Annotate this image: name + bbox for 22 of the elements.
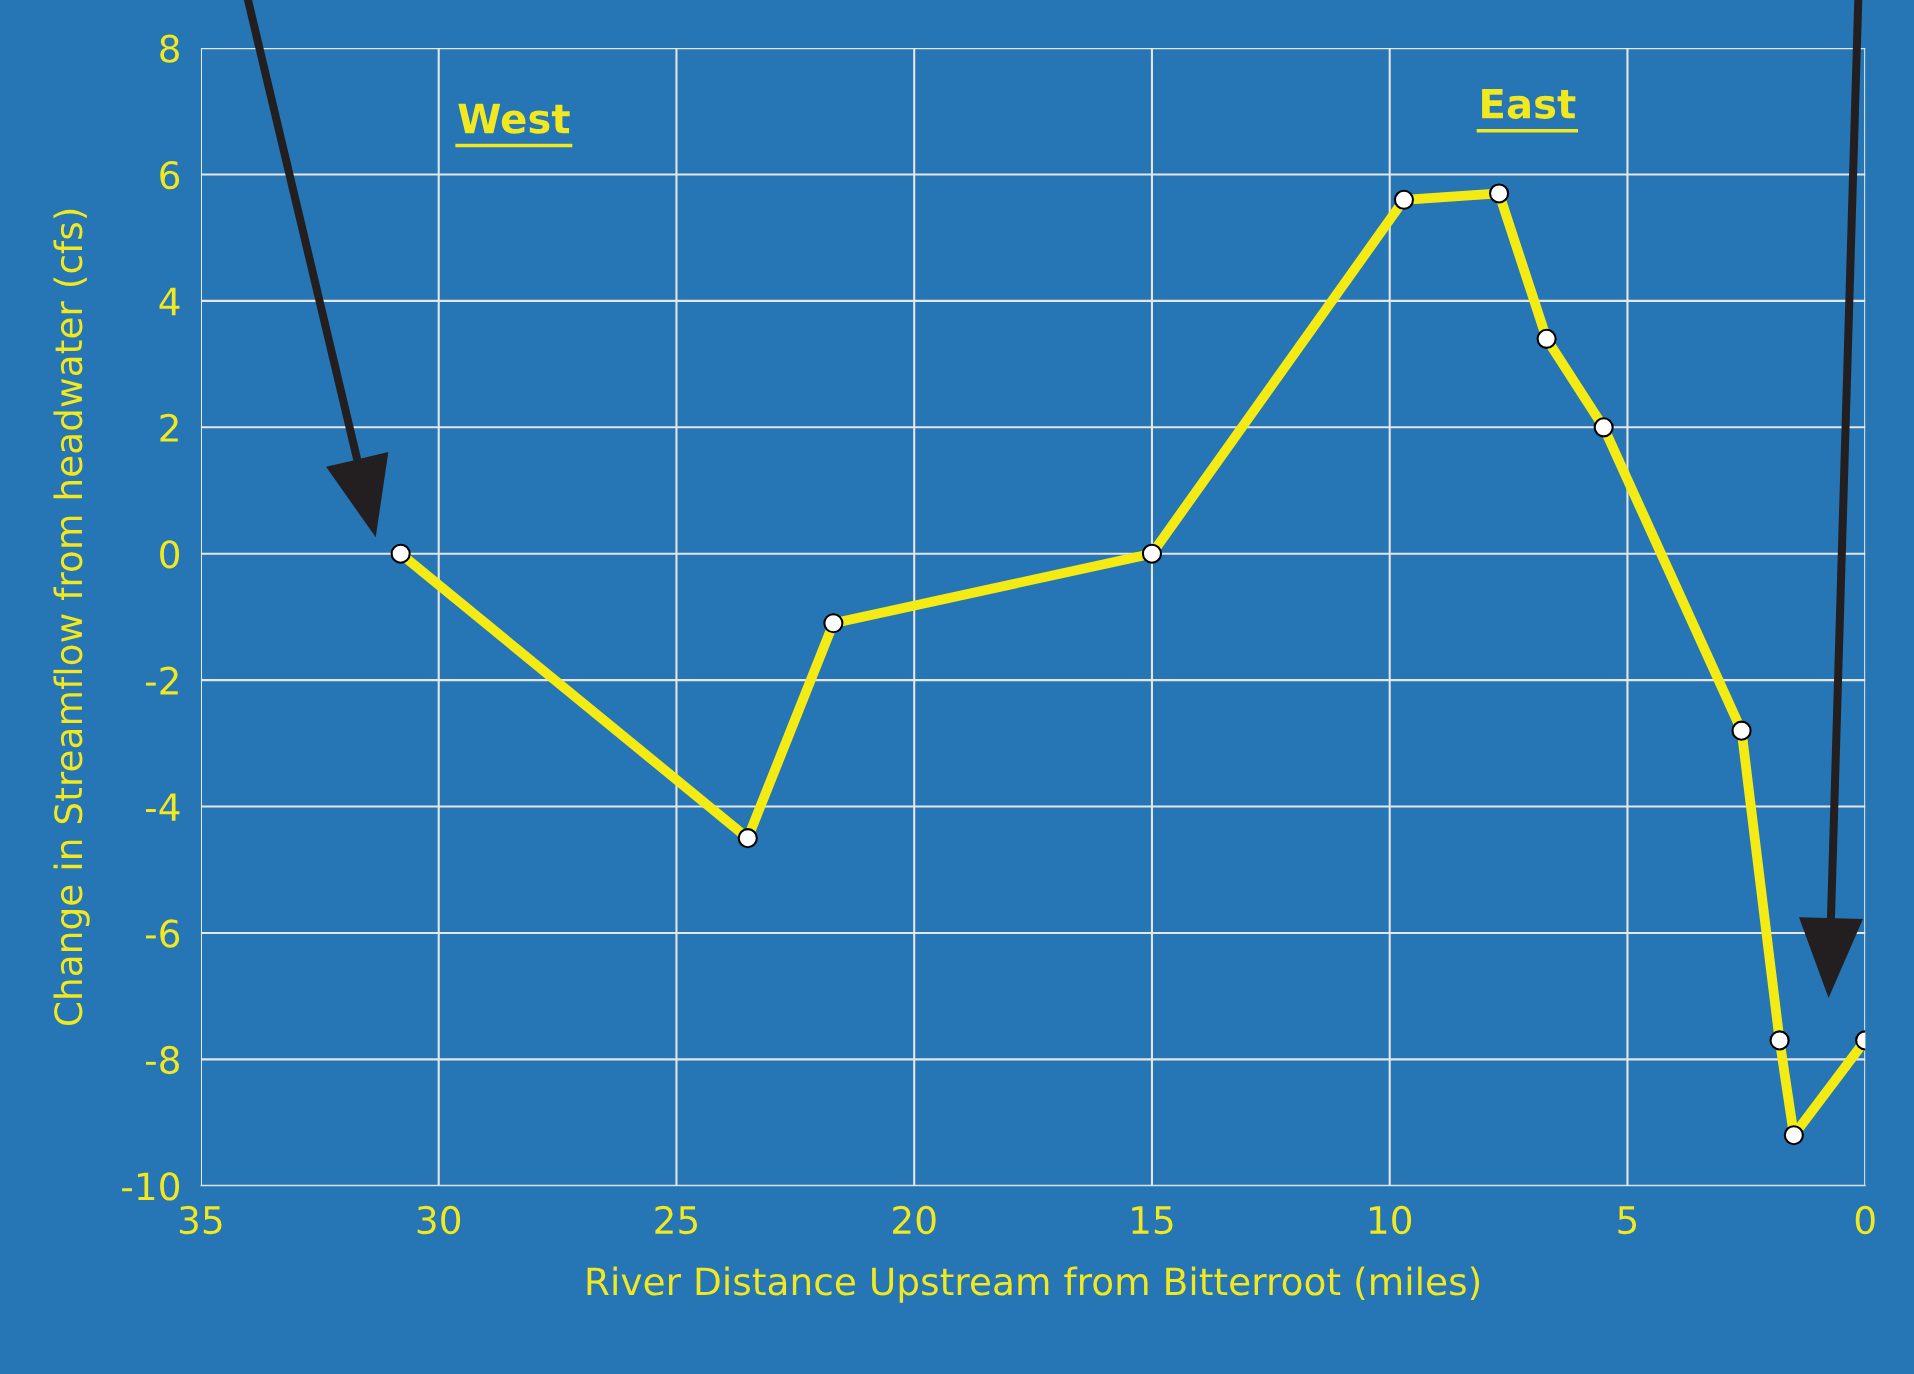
x-tick-label: 15 bbox=[1132, 1206, 1173, 1235]
x-tick-label: 35 bbox=[179, 1205, 222, 1235]
x-tick-label: 5 bbox=[1618, 1206, 1637, 1235]
y-axis-title: Change in Streamflow from headwater (cfs) bbox=[53, 209, 90, 1026]
y-tick-label: -6 bbox=[145, 919, 180, 948]
x-tick-label: 10 bbox=[1369, 1205, 1412, 1235]
y-tick-label: 0 bbox=[160, 540, 180, 569]
y-tick-label: 6 bbox=[160, 160, 180, 190]
y-tick-label: -2 bbox=[145, 666, 178, 695]
annotation: West bbox=[458, 103, 570, 134]
x-tick-label: 25 bbox=[655, 1205, 698, 1235]
y-tick-label: -4 bbox=[145, 793, 180, 821]
y-tick-label: 4 bbox=[159, 287, 180, 316]
annotation: East bbox=[1482, 89, 1576, 119]
x-tick-label: 20 bbox=[893, 1205, 936, 1235]
x-tick-label: 30 bbox=[417, 1205, 461, 1235]
y-tick-label: -8 bbox=[145, 1045, 179, 1075]
y-tick-label: -10 bbox=[122, 1172, 180, 1201]
x-axis-title: River Distance Upstream from Bitterroot (miles) bbox=[587, 1266, 1480, 1303]
x-tick-label: 0 bbox=[1855, 1205, 1875, 1235]
y-tick-label: 2 bbox=[160, 413, 178, 442]
y-tick-label: 8 bbox=[160, 34, 179, 63]
